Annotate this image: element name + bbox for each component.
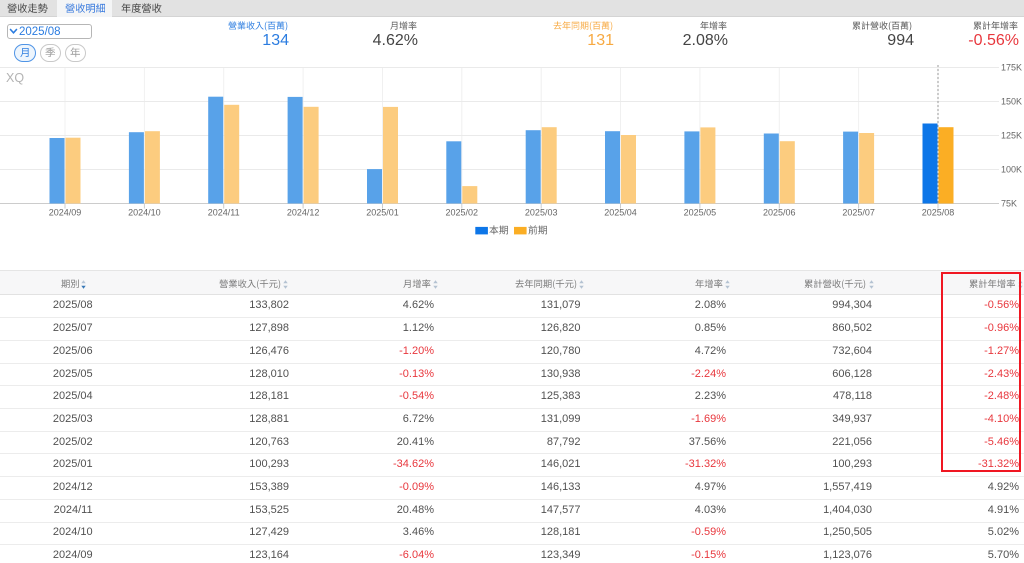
svg-text:2024/12: 2024/12 bbox=[287, 208, 320, 218]
svg-text:2025/04: 2025/04 bbox=[604, 208, 637, 218]
svg-text:100K: 100K bbox=[1001, 165, 1022, 175]
svg-text:175K: 175K bbox=[1001, 63, 1022, 73]
svg-text:2025/02: 2025/02 bbox=[446, 208, 479, 218]
svg-text:125K: 125K bbox=[1001, 131, 1022, 141]
svg-text:2024/10: 2024/10 bbox=[128, 208, 161, 218]
svg-text:XQ: XQ bbox=[6, 71, 24, 85]
svg-text:2025/07: 2025/07 bbox=[842, 208, 875, 218]
svg-text:2025/06: 2025/06 bbox=[763, 208, 796, 218]
svg-text:2024/09: 2024/09 bbox=[49, 208, 82, 218]
svg-text:2025/03: 2025/03 bbox=[525, 208, 558, 218]
svg-text:2024/11: 2024/11 bbox=[208, 208, 240, 218]
svg-text:2025/08: 2025/08 bbox=[922, 208, 955, 218]
svg-text:2025/01: 2025/01 bbox=[366, 208, 399, 218]
svg-text:150K: 150K bbox=[1001, 97, 1022, 107]
svg-text:75K: 75K bbox=[1001, 199, 1017, 209]
svg-text:2025/05: 2025/05 bbox=[684, 208, 717, 218]
